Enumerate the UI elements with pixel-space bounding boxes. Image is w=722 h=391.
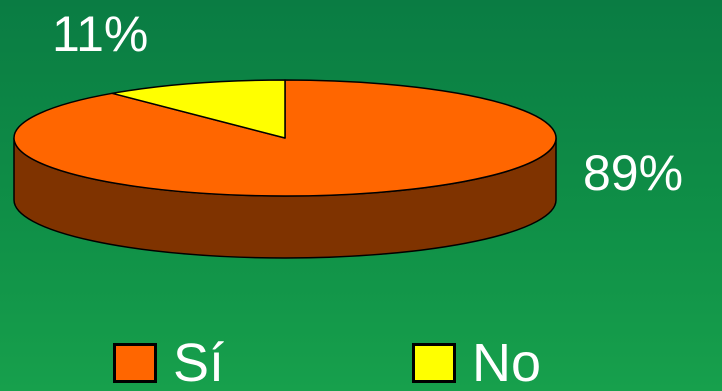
- legend-item-si: Sí: [113, 336, 224, 390]
- pie-slice-no: [111, 79, 286, 139]
- legend-swatch-si: [113, 343, 157, 383]
- data-label-no: 11%: [52, 6, 149, 62]
- data-label-si: 89%: [583, 145, 684, 201]
- legend-swatch-no: [412, 343, 456, 383]
- pie-top-group: [13, 79, 557, 197]
- legend-item-no: No: [412, 336, 541, 390]
- legend-label-si: Sí: [173, 333, 225, 391]
- legend-label-no: No: [472, 333, 542, 391]
